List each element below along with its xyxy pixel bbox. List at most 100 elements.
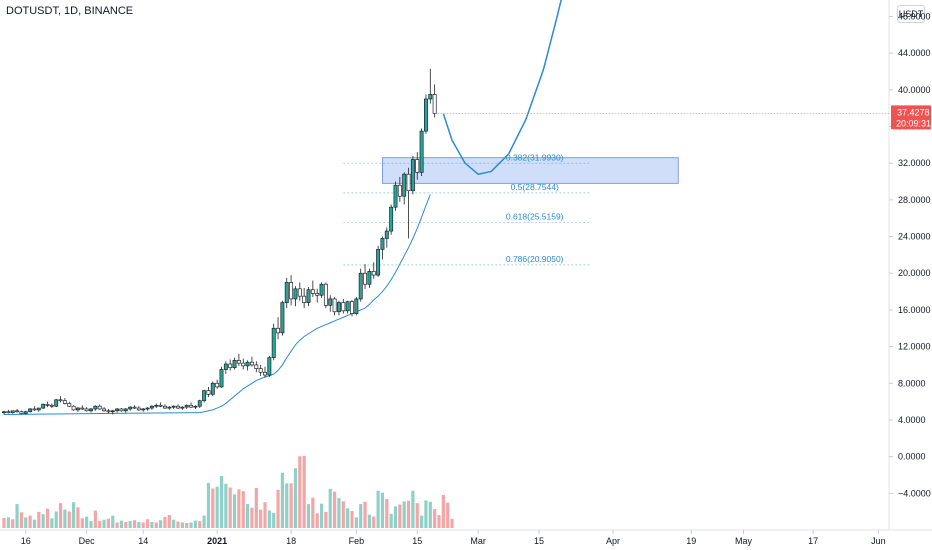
candle-down (263, 371, 267, 376)
candle-down (397, 184, 402, 197)
volume-bar (163, 516, 167, 528)
volume-bar (280, 472, 284, 528)
candle-down (6, 411, 11, 414)
candle-down (15, 410, 19, 413)
candlesticks (2, 68, 437, 415)
candle-up (197, 400, 202, 407)
candle-up (428, 94, 433, 100)
candle-up (145, 407, 150, 410)
candle-up (271, 327, 276, 358)
volume-bar (276, 489, 280, 528)
candle-down (106, 410, 111, 413)
volume-bar (219, 476, 224, 528)
candle-down (371, 271, 376, 276)
volume-bar (28, 515, 32, 528)
volume-bar (237, 489, 241, 528)
ma-line (199, 194, 431, 414)
y-tick-label: 8.0000 (898, 378, 926, 388)
volume-bar (289, 483, 293, 528)
x-tick-label: Mar (470, 536, 486, 546)
x-tick-label: 15 (412, 536, 422, 546)
y-tick-label: 4.0000 (898, 415, 926, 425)
volume-bar (202, 515, 206, 528)
candle-up (306, 289, 311, 303)
y-tick-label: 20.0000 (898, 268, 931, 278)
candle-down (97, 405, 102, 410)
candle-down (49, 404, 54, 407)
volume-bar (185, 522, 189, 528)
volume-bar (420, 515, 424, 528)
candle-down (19, 411, 24, 414)
candle-down (80, 407, 85, 410)
volume-bar (302, 455, 306, 528)
candle-down (176, 405, 180, 409)
x-tick-label: 15 (534, 536, 544, 546)
fib-level-label: 0.382(31.9930) (506, 152, 564, 162)
candle-up (115, 408, 120, 412)
volume-bar (63, 509, 67, 528)
y-tick-label: 48.0000 (898, 11, 931, 21)
candle-up (149, 405, 154, 409)
moving-average (3, 194, 431, 415)
candle-down (132, 406, 137, 409)
volume-bar (250, 507, 254, 528)
candle-down (250, 361, 254, 366)
candle-up (267, 357, 272, 376)
candle-up (419, 130, 424, 173)
volume-bar (389, 513, 393, 528)
volume-bar (189, 522, 193, 528)
volume-bars (2, 455, 454, 528)
volume-bar (137, 522, 141, 528)
volume-bar (198, 521, 202, 528)
candle-down (206, 390, 211, 395)
candle-up (23, 411, 28, 414)
y-tick-label: 0.0000 (898, 452, 926, 462)
candle-up (54, 399, 59, 407)
candle-down (289, 282, 294, 300)
price-axis[interactable]: −4.0000 0.0000 4.0000 8.0000 12.0000 16.0000 2… (889, 11, 931, 498)
volume-bar (433, 509, 437, 528)
volume-bar (337, 498, 341, 528)
candle-up (202, 390, 207, 402)
countdown-value: 20:09:31 (896, 118, 931, 128)
fib-level-label: 0.618(25.5159) (506, 212, 564, 222)
candle-down (310, 289, 315, 294)
volume-bar (159, 520, 163, 528)
volume-bar (285, 483, 289, 528)
candle-down (119, 408, 124, 412)
y-tick-label: 24.0000 (898, 232, 931, 242)
candle-down (58, 399, 63, 402)
candle-up (223, 363, 228, 370)
volume-bar (150, 522, 154, 528)
volume-bar (259, 509, 263, 528)
currency-button[interactable]: USDT (897, 5, 925, 23)
volume-bar (354, 517, 358, 528)
volume-bar (172, 519, 176, 528)
volume-bar (154, 522, 158, 528)
candle-up (41, 404, 46, 409)
x-tick-label: Feb (349, 536, 365, 546)
volume-bar (328, 488, 332, 528)
volume-bar (132, 520, 137, 528)
candle-up (89, 408, 93, 412)
y-tick-label: 16.0000 (898, 305, 931, 315)
candle-up (36, 407, 41, 411)
volume-bar (446, 502, 450, 528)
candle-down (189, 404, 193, 408)
candle-up (389, 206, 394, 232)
volume-bar (93, 510, 97, 528)
candle-down (406, 173, 411, 192)
x-tick-label: 18 (286, 536, 296, 546)
volume-bar (411, 490, 415, 528)
volume-bar (441, 494, 445, 528)
volume-bar (367, 514, 371, 528)
time-axis[interactable]: 16 Dec 14 2021 18 Feb 15 Mar 15 Apr 19 May 17 Jun (21, 530, 886, 546)
y-tick-label: 28.0000 (898, 195, 931, 205)
ma-line-early (3, 412, 200, 415)
volume-bar (50, 518, 54, 528)
volume-bar (89, 521, 93, 528)
candle-down (432, 94, 437, 114)
x-tick-label: 16 (21, 536, 31, 546)
volume-bar (415, 503, 419, 528)
